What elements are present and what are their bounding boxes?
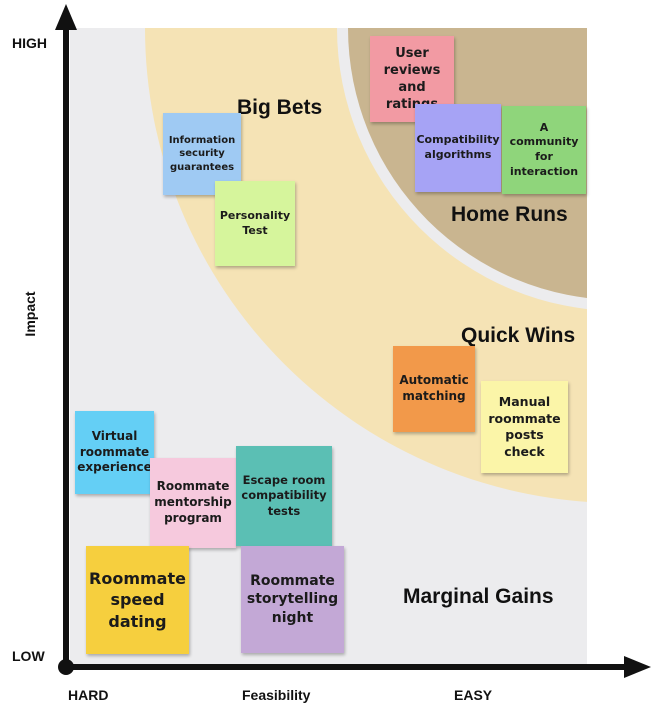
note-text: Automatic matching xyxy=(399,373,469,403)
sticky-note-compatibility-algorithms[interactable]: Compatibility algorithms xyxy=(415,104,501,192)
zone-label-marginal-gains: Marginal Gains xyxy=(403,585,554,608)
y-axis-low-label: LOW xyxy=(12,648,45,664)
sticky-note-manual-check[interactable]: Manual roommate posts check xyxy=(481,381,568,473)
note-text: A community for interaction xyxy=(509,120,579,178)
sticky-note-storytelling[interactable]: Roommate storytelling night xyxy=(241,546,344,653)
sticky-note-community[interactable]: A community for interaction xyxy=(502,106,586,194)
zone-label-quick-wins: Quick Wins xyxy=(461,324,576,347)
x-axis-arrowhead xyxy=(624,656,651,678)
note-text: Personality Test xyxy=(219,208,291,237)
note-text: Compatibility algorithms xyxy=(416,133,500,161)
note-text: Roommate speed dating xyxy=(89,569,186,631)
sticky-note-personality-test[interactable]: Personality Test xyxy=(215,181,295,266)
zone-label-home-runs: Home Runs xyxy=(451,203,568,226)
y-axis-high-label: HIGH xyxy=(12,35,47,51)
sticky-note-virtual-experience[interactable]: Virtual roommate experience xyxy=(75,411,154,494)
zone-label-big-bets: Big Bets xyxy=(237,96,323,119)
sticky-note-automatic-matching[interactable]: Automatic matching xyxy=(393,346,475,432)
x-axis-hard-label: HARD xyxy=(68,687,109,703)
note-text: Manual roommate posts check xyxy=(488,394,561,459)
note-text: Roommate mentorship program xyxy=(154,479,232,525)
note-text: User reviews and ratings xyxy=(383,45,441,113)
x-axis-title: Feasibility xyxy=(242,687,311,703)
note-text: Escape room compatibility tests xyxy=(241,473,327,518)
sticky-note-speed-dating[interactable]: Roommate speed dating xyxy=(86,546,189,654)
sticky-note-mentorship[interactable]: Roommate mentorship program xyxy=(150,458,236,548)
note-text: Roommate storytelling night xyxy=(246,572,339,626)
axis-origin-dot xyxy=(58,659,74,675)
y-axis-arrowhead xyxy=(55,4,77,30)
y-axis-title: Impact xyxy=(22,291,38,337)
sticky-note-escape-room[interactable]: Escape room compatibility tests xyxy=(236,446,332,546)
x-axis-easy-label: EASY xyxy=(454,687,493,703)
note-text: Virtual roommate experience xyxy=(77,428,152,475)
note-text: Information security guarantees xyxy=(168,135,236,173)
